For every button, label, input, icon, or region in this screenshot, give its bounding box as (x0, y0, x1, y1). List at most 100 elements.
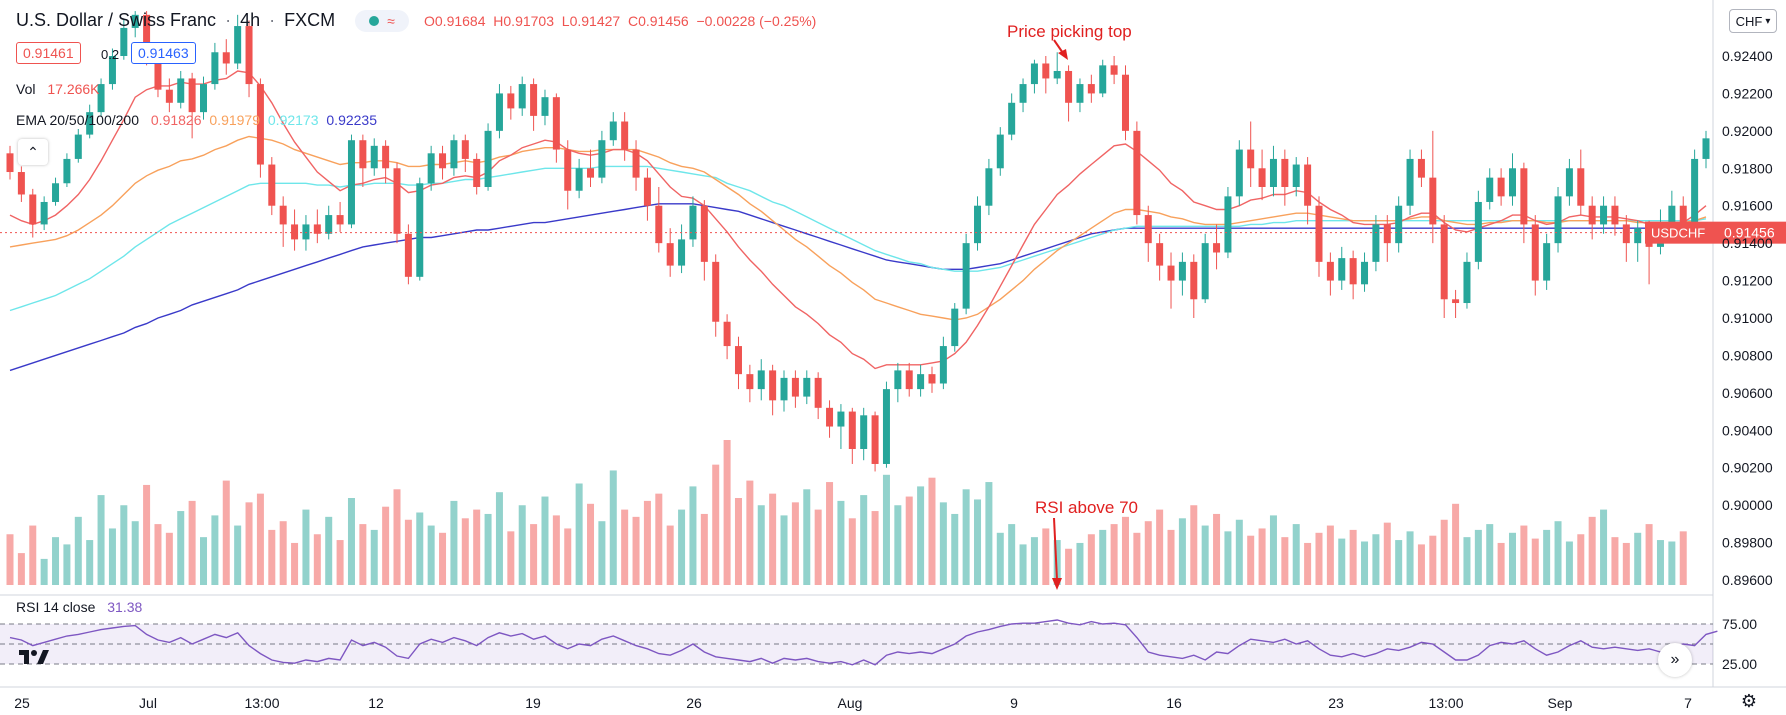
candle-body (791, 377, 799, 397)
y-tick-label: 0.91800 (1722, 160, 1773, 176)
scroll-to-realtime-button[interactable]: » (1658, 643, 1692, 677)
volume-bar (1201, 525, 1209, 585)
x-tick-label: 19 (525, 695, 541, 711)
volume-bar (1543, 529, 1551, 585)
volume-bar (1486, 524, 1494, 585)
volume-bar (40, 558, 48, 585)
y-tick-label: 0.90600 (1722, 385, 1773, 401)
x-tick-label: Jul (139, 695, 157, 711)
volume-bar (609, 470, 617, 585)
candle-body (222, 52, 230, 64)
volume-bar (484, 513, 492, 585)
volume-bar (746, 480, 754, 585)
volume-bar (1395, 540, 1403, 585)
volume-bar (1121, 516, 1129, 585)
currency-selector[interactable]: CHF ▾ (1729, 9, 1777, 33)
y-tick-label: 0.91200 (1722, 273, 1773, 289)
candle-body (336, 215, 344, 225)
symbol-title: U.S. Dollar / Swiss Franc · 4h · FXCM (16, 10, 336, 30)
candle-body (848, 411, 856, 449)
candle-body (1361, 261, 1369, 285)
chart-settings-button[interactable]: ⚙ (1736, 689, 1762, 713)
volume-bar (336, 540, 344, 585)
candle-body (826, 407, 834, 427)
candle-body (552, 97, 560, 150)
volume-bar (427, 525, 435, 585)
candle-body (723, 321, 731, 347)
arrow-head-icon (1058, 49, 1068, 60)
volume-bar (678, 509, 686, 585)
candle-body (450, 140, 458, 169)
candle-body (689, 205, 697, 240)
volume-bar (29, 525, 37, 585)
volume-bar (905, 496, 913, 585)
candle-body (143, 14, 151, 56)
volume-bar (1645, 524, 1653, 585)
gear-icon: ⚙ (1740, 690, 1758, 711)
candle-body (1395, 205, 1403, 244)
volume-bar (1156, 509, 1164, 585)
tradingview-logo-icon[interactable] (14, 640, 54, 674)
ema50-value: 0.91979 (209, 112, 260, 128)
volume-bar (1110, 524, 1118, 585)
volume-bar (1349, 529, 1357, 585)
volume-bar (200, 537, 208, 585)
volume-bar (495, 492, 503, 585)
volume-bar (791, 502, 799, 585)
ema100-line (9, 165, 1707, 312)
volume-bar (1030, 537, 1038, 585)
candle-body (40, 201, 48, 225)
volume-bar (1634, 532, 1642, 585)
candle-body (1235, 149, 1243, 197)
ema200-value: 0.92235 (326, 112, 377, 128)
volume-bar (723, 440, 731, 585)
volume-bar (1588, 516, 1596, 585)
volume-bar (86, 540, 94, 585)
volume-bar (814, 509, 822, 585)
candle-body (1326, 261, 1334, 281)
buy-price-button[interactable]: 0.91463 (131, 42, 196, 64)
ohlc-change: −0.00228 (−0.25%) (696, 13, 817, 29)
candle-body (541, 97, 549, 116)
candle-body (1543, 243, 1551, 281)
candle-body (1349, 258, 1357, 285)
spread-value: 0.2 (101, 47, 120, 62)
volume-bar (1235, 519, 1243, 585)
volume-bar (712, 464, 720, 585)
volume-bar (1224, 531, 1232, 585)
candle-body (416, 183, 424, 277)
volume-bar (473, 509, 481, 585)
volume-bar (1019, 544, 1027, 585)
volume-bar (928, 477, 936, 585)
symbol-tag-label: USDCHF (1651, 226, 1705, 241)
volume-bar (985, 482, 993, 585)
candle-body (1076, 84, 1084, 103)
rsi-tick-label: 75.00 (1722, 616, 1757, 632)
candle-body (165, 89, 173, 103)
candle-body (1110, 65, 1118, 75)
candle-body (1008, 102, 1016, 135)
volume-bar (370, 529, 378, 585)
interval[interactable]: 4h (240, 10, 261, 30)
volume-bar (1565, 541, 1573, 585)
annotation-rsi-above-70: RSI above 70 (1035, 498, 1138, 517)
ohlc-readout: O0.91684 H0.91703 L0.91427 C0.91456 −0.0… (424, 13, 816, 29)
volume-bar (757, 505, 765, 585)
volume-bar (154, 524, 162, 585)
candle-body (951, 308, 959, 347)
volume-bar (347, 498, 355, 585)
market-status-badge[interactable]: ≈ (355, 10, 409, 32)
volume-bar (1042, 528, 1050, 585)
volume-bar (313, 534, 321, 585)
candle-body (1531, 224, 1539, 281)
candle-body (393, 168, 401, 234)
volume-bar (1167, 529, 1175, 585)
x-tick-label: 13:00 (1428, 695, 1463, 711)
volume-bar (1508, 532, 1516, 585)
candle-body (177, 78, 185, 103)
sell-price-button[interactable]: 0.91461 (16, 42, 81, 64)
symbol-tag (1645, 221, 1713, 244)
collapse-legend-button[interactable]: ⌃ (18, 139, 48, 165)
y-tick-label: 0.90200 (1722, 460, 1773, 476)
